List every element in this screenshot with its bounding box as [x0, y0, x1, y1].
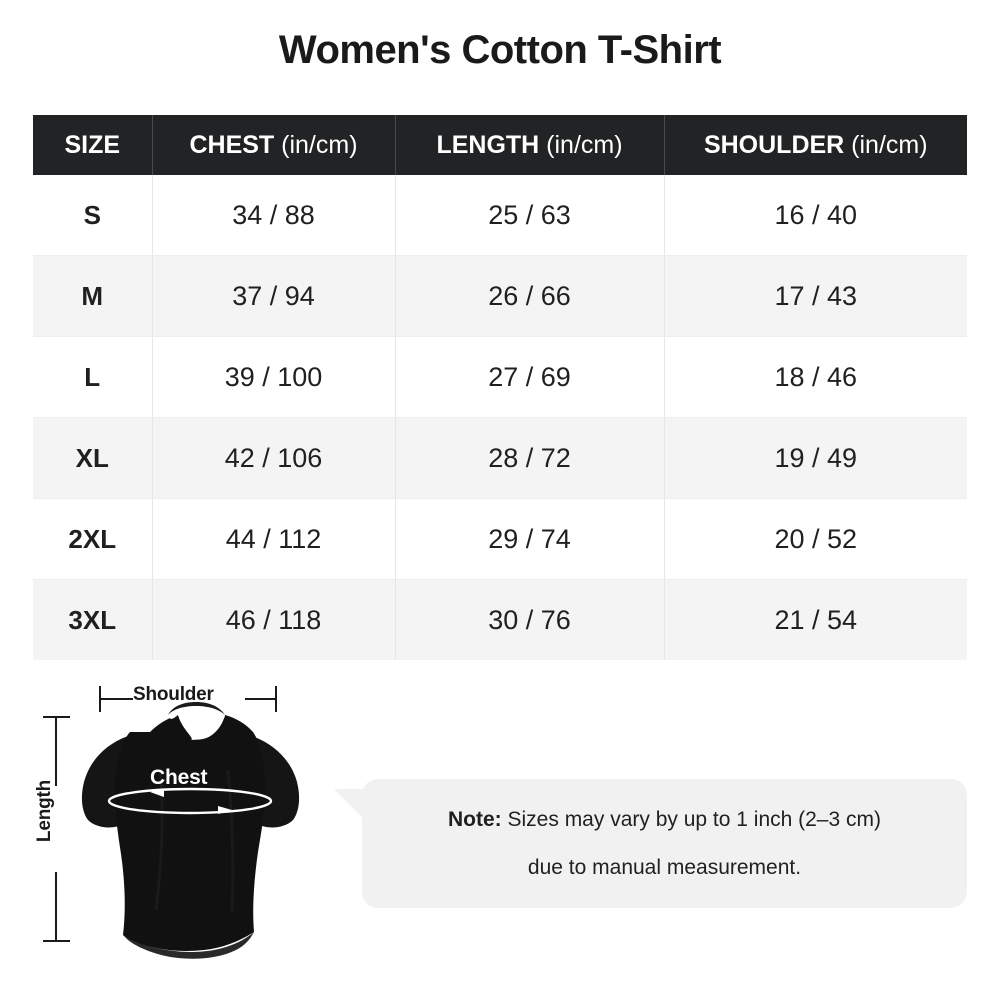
cell-length: 28 / 72 [395, 417, 665, 499]
note-body-1: Sizes may vary by up to 1 inch (2–3 cm) [501, 807, 881, 831]
shoulder-dimension-label: Shoulder [133, 684, 214, 705]
measurement-diagram: Shoulder Length Chest [0, 660, 1000, 1000]
chest-measure-ellipse [107, 787, 273, 815]
table-row: S 34 / 88 25 / 63 16 / 40 [33, 175, 967, 256]
column-header-chest: CHEST (in/cm) [152, 115, 396, 175]
length-dimension-line [43, 716, 70, 942]
cell-chest: 42 / 106 [152, 417, 396, 499]
note-line-1: Note: Sizes may vary by up to 1 inch (2–… [448, 796, 881, 844]
cell-shoulder: 18 / 46 [664, 336, 967, 418]
page-title: Women's Cotton T-Shirt [278, 28, 722, 72]
length-dimension-label: Length [34, 779, 55, 843]
cell-chest: 34 / 88 [152, 175, 396, 256]
size-chart-table: SIZE CHEST (in/cm) LENGTH (in/cm) SHOULD… [33, 115, 967, 660]
chest-arrow-left [150, 789, 164, 797]
table-row: M 37 / 94 26 / 66 17 / 43 [33, 255, 967, 337]
table-header: SIZE CHEST (in/cm) LENGTH (in/cm) SHOULD… [33, 115, 967, 175]
cell-shoulder: 16 / 40 [664, 175, 967, 256]
chest-dimension-label: Chest [150, 766, 208, 789]
cell-size: XL [33, 417, 153, 499]
cell-length: 27 / 69 [395, 336, 665, 418]
cell-shoulder: 17 / 43 [664, 255, 967, 337]
column-header-shoulder-label: SHOULDER [703, 130, 845, 159]
cell-chest: 39 / 100 [152, 336, 396, 418]
column-header-shoulder-unit: (in/cm) [844, 130, 928, 159]
table-row: 3XL 46 / 118 30 / 76 21 / 54 [33, 579, 967, 660]
cell-length: 26 / 66 [395, 255, 665, 337]
column-header-length-unit: (in/cm) [539, 130, 623, 159]
tshirt-diagram-svg [43, 686, 300, 959]
cell-size: 3XL [33, 579, 153, 660]
column-header-chest-label: CHEST [189, 130, 275, 159]
column-header-length: LENGTH (in/cm) [395, 115, 665, 175]
cell-chest: 44 / 112 [152, 498, 396, 580]
table-row: 2XL 44 / 112 29 / 74 20 / 52 [33, 498, 967, 580]
table-row: L 39 / 100 27 / 69 18 / 46 [33, 336, 967, 418]
cell-size: L [33, 336, 153, 418]
note-text: Note: Sizes may vary by up to 1 inch (2–… [362, 779, 967, 908]
table-header-row: SIZE CHEST (in/cm) LENGTH (in/cm) SHOULD… [33, 115, 967, 175]
column-header-size-label: SIZE [64, 130, 121, 159]
cell-size: M [33, 255, 153, 337]
table-body: S 34 / 88 25 / 63 16 / 40 M 37 / 94 26 /… [33, 175, 967, 660]
cell-shoulder: 21 / 54 [664, 579, 967, 660]
tshirt-illustration [81, 700, 300, 959]
column-header-size: SIZE [33, 115, 153, 175]
cell-chest: 37 / 94 [152, 255, 396, 337]
cell-length: 29 / 74 [395, 498, 665, 580]
chest-arrow-right [218, 806, 232, 814]
column-header-length-label: LENGTH [436, 130, 540, 159]
cell-shoulder: 20 / 52 [664, 498, 967, 580]
table-row: XL 42 / 106 28 / 72 19 / 49 [33, 417, 967, 499]
shoulder-dimension-line [99, 686, 277, 712]
cell-chest: 46 / 118 [152, 579, 396, 660]
cell-size: 2XL [33, 498, 153, 580]
note-prefix: Note: [448, 807, 502, 831]
cell-length: 25 / 63 [395, 175, 665, 256]
cell-length: 30 / 76 [395, 579, 665, 660]
cell-size: S [33, 175, 153, 256]
note-line-2: due to manual measurement. [527, 855, 802, 879]
callout-tail-icon [334, 789, 364, 819]
note-callout: Note: Sizes may vary by up to 1 inch (2–… [334, 779, 967, 908]
cell-shoulder: 19 / 49 [664, 417, 967, 499]
column-header-shoulder: SHOULDER (in/cm) [664, 115, 967, 175]
column-header-chest-unit: (in/cm) [274, 130, 358, 159]
